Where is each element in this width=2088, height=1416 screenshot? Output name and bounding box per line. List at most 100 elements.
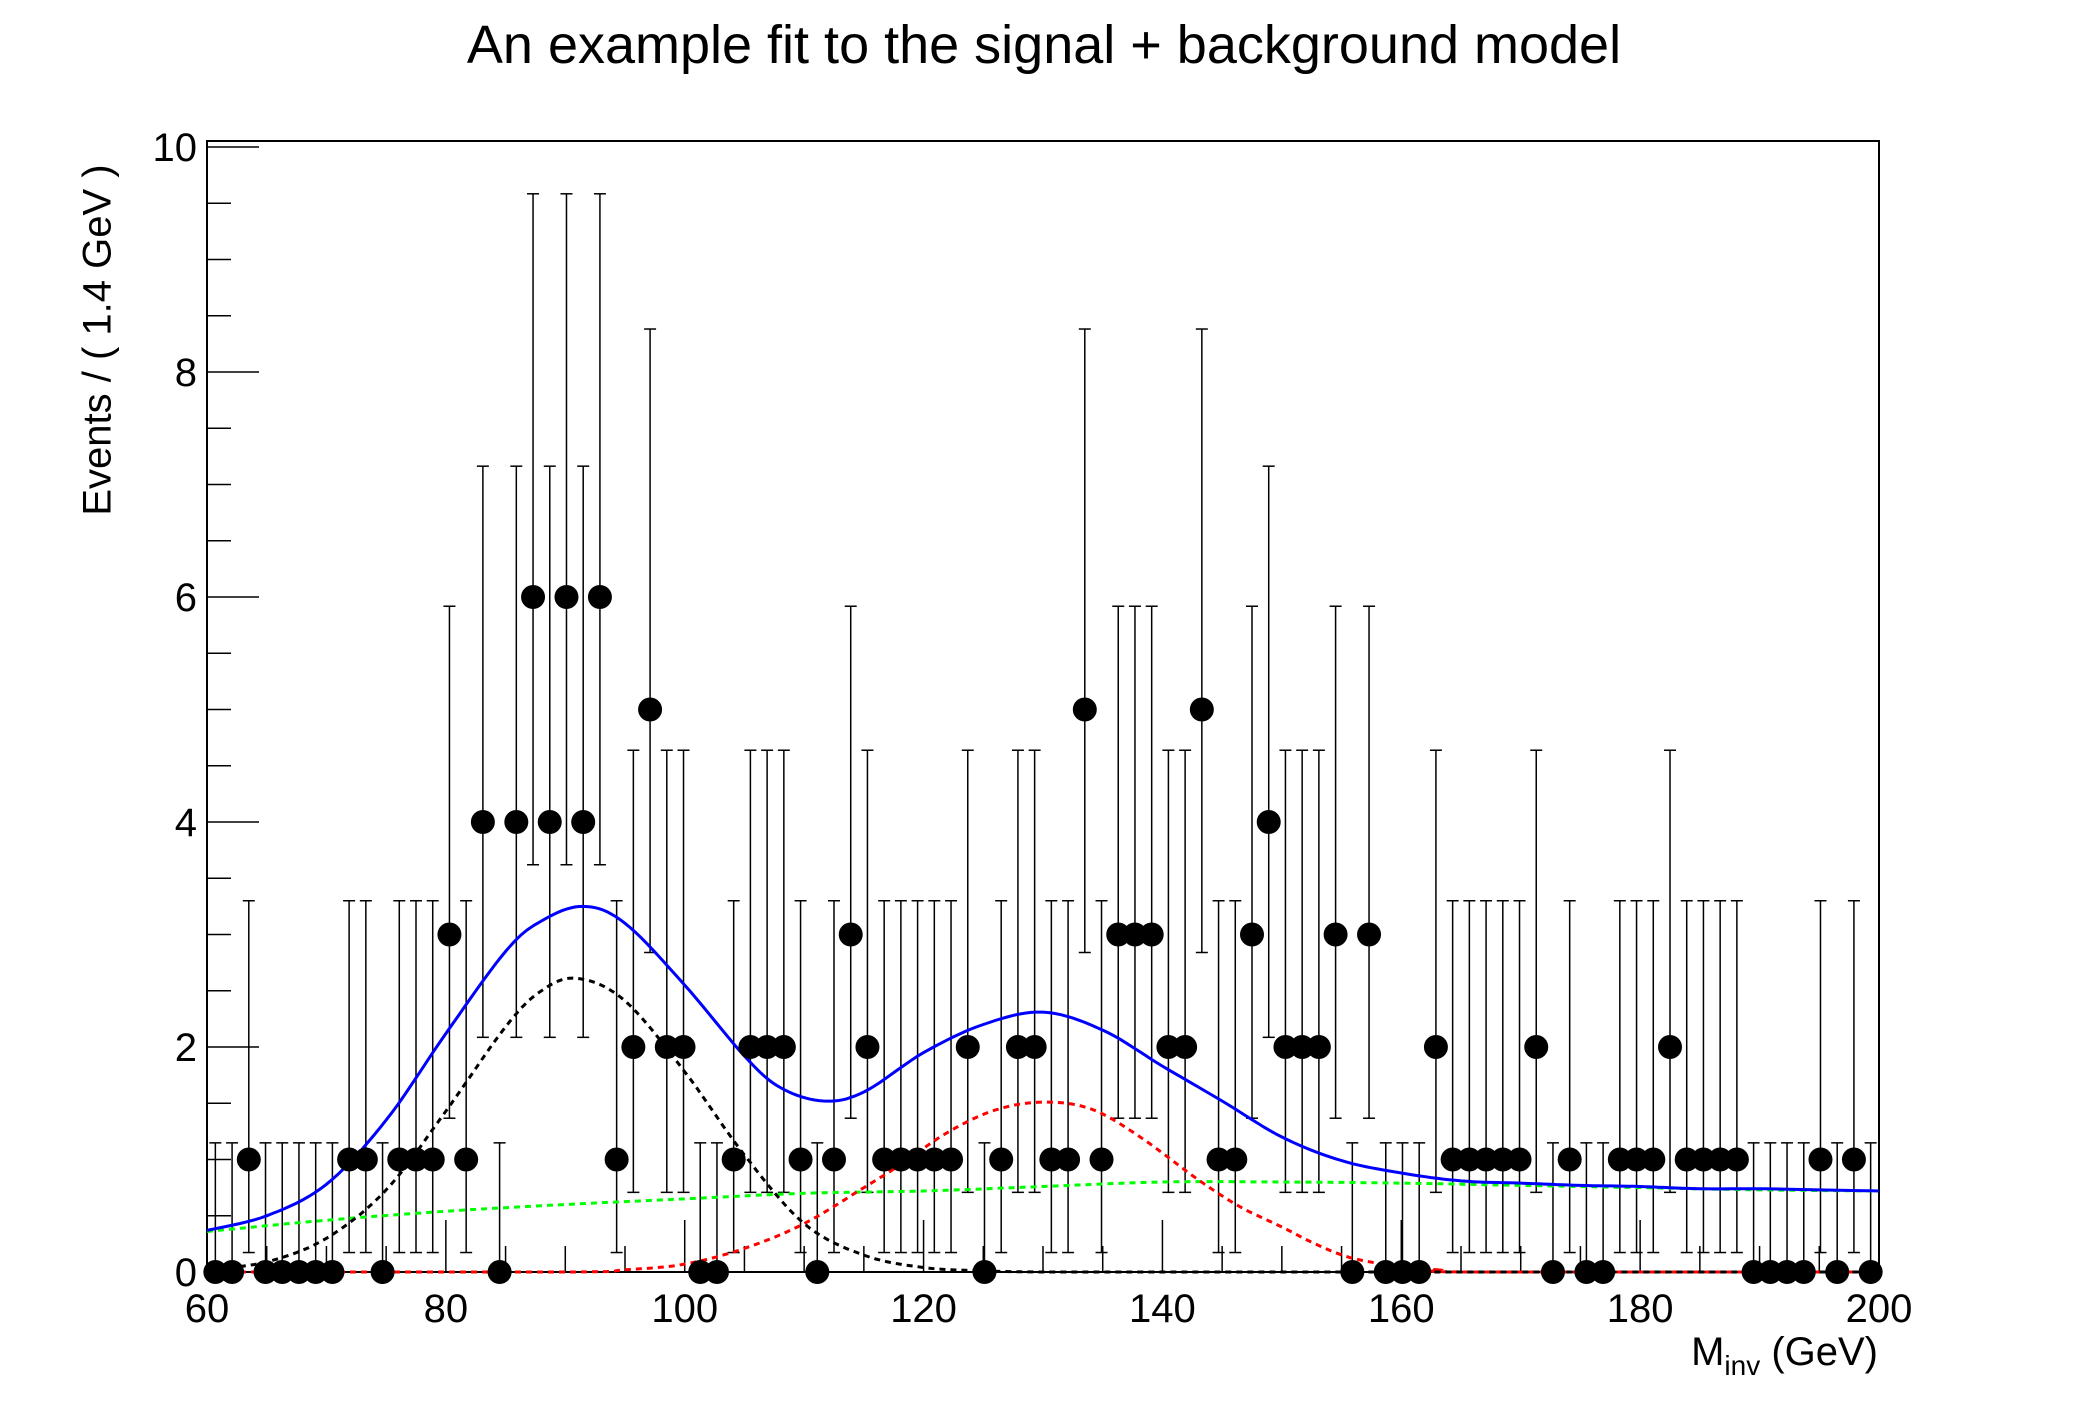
error-bars [209, 193, 1877, 1272]
data-point [1624, 1147, 1649, 1172]
data-point [454, 1147, 479, 1172]
data-point [537, 810, 562, 834]
data-point [1273, 1035, 1298, 1059]
data-point [1340, 1260, 1365, 1284]
data-point [1423, 1035, 1448, 1059]
data-point [203, 1260, 228, 1284]
data-point [1056, 1147, 1081, 1172]
data-point [1089, 1147, 1114, 1172]
plot-frame-rect [206, 140, 1880, 1273]
plot-frame [206, 140, 1880, 1273]
total-fit-curve [206, 904, 1880, 1232]
data-point [1507, 1147, 1532, 1172]
data-point [922, 1147, 947, 1172]
data-point [420, 1147, 445, 1172]
data-point [236, 1147, 261, 1172]
signal-peak-1-curve [206, 976, 1879, 1274]
data-point [738, 1035, 763, 1059]
data-point [788, 1147, 813, 1172]
data-point [320, 1260, 345, 1284]
data-point [1641, 1147, 1666, 1172]
data-point [1591, 1260, 1616, 1284]
data-point [755, 1035, 780, 1059]
signal-peak-2-curve [207, 1100, 1879, 1274]
data-point [1407, 1260, 1432, 1284]
x-tick-label: 200 [1846, 1287, 1913, 1331]
data-point [1022, 1035, 1047, 1059]
data-point [939, 1147, 964, 1172]
data-point [1189, 697, 1214, 722]
data-point [353, 1147, 378, 1172]
data-point [1240, 922, 1264, 947]
data-point [521, 585, 546, 609]
data-point [1658, 1035, 1682, 1059]
data-point [1841, 1147, 1866, 1172]
data-point [1775, 1260, 1800, 1284]
data-point [1039, 1147, 1064, 1172]
x-axis-label-main: M [1691, 1330, 1725, 1374]
data-point [1691, 1147, 1716, 1172]
data-point [504, 810, 529, 834]
data-point [855, 1035, 880, 1059]
data-point [1323, 922, 1348, 947]
x-tick-label: 160 [1368, 1287, 1435, 1331]
data-point [1574, 1260, 1599, 1284]
data-point [1557, 1147, 1582, 1172]
data-point [337, 1147, 362, 1172]
data-point [604, 1147, 629, 1172]
data-point [1808, 1147, 1833, 1172]
data-point [905, 1147, 930, 1172]
data-point [1524, 1035, 1549, 1059]
data-point [955, 1035, 980, 1059]
data-point [303, 1260, 328, 1284]
x-axis-label-subscript: inv [1724, 1350, 1761, 1381]
data-point [822, 1147, 846, 1172]
data-point [220, 1260, 245, 1284]
y-tick-label: 0 [175, 1251, 197, 1295]
x-tick-label: 100 [651, 1287, 718, 1331]
data-point [554, 585, 579, 609]
data-point [470, 810, 495, 834]
data-point [638, 697, 663, 722]
data-point [1139, 922, 1164, 947]
y-tick-label: 4 [175, 801, 197, 845]
data-point [437, 922, 462, 947]
data-point [838, 922, 863, 947]
data-point [404, 1147, 428, 1172]
data-point [571, 810, 596, 834]
y-tick-label: 2 [175, 1026, 197, 1070]
data-point [872, 1147, 897, 1172]
y-tick-label: 8 [175, 351, 197, 395]
data-point [1474, 1147, 1499, 1172]
data-point [1724, 1147, 1749, 1172]
data-point [1256, 810, 1281, 834]
data-point [704, 1260, 729, 1284]
x-tick-label: 140 [1129, 1287, 1196, 1331]
data-point [1072, 697, 1097, 722]
x-tick-label: 80 [424, 1287, 469, 1331]
data-point [621, 1035, 646, 1059]
x-axis-label: Minv (GeV) [1691, 1330, 1878, 1382]
data-point [1122, 922, 1147, 947]
data-point [286, 1260, 311, 1284]
x-tick-label: 180 [1607, 1287, 1674, 1331]
data-point [805, 1260, 830, 1284]
data-point [1206, 1147, 1231, 1172]
fit-curves [206, 904, 1880, 1274]
x-tick-label: 60 [185, 1287, 230, 1331]
data-point [1825, 1260, 1850, 1284]
data-point [487, 1260, 512, 1284]
data-point [1708, 1147, 1733, 1172]
y-tick-label: 6 [175, 576, 197, 620]
data-point [1540, 1260, 1565, 1284]
data-point [721, 1147, 746, 1172]
data-point [1173, 1035, 1198, 1059]
data-point [1106, 922, 1131, 947]
data-point [587, 585, 612, 609]
data-point [1791, 1260, 1816, 1284]
data-point [1005, 1035, 1030, 1059]
data-point [1357, 922, 1382, 947]
data-point [1440, 1147, 1465, 1172]
data-point [370, 1260, 395, 1284]
